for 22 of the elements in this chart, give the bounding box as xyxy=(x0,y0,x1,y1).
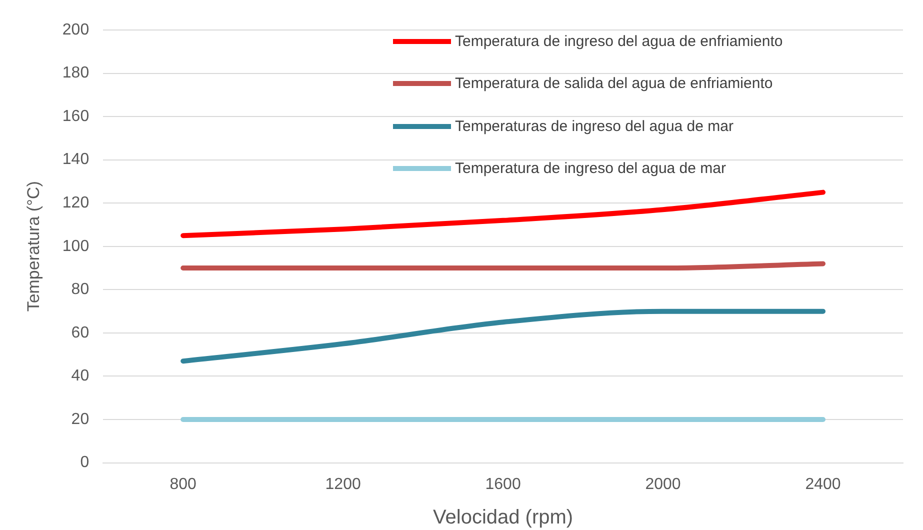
y-tick-label: 40 xyxy=(71,368,90,385)
x-tick-label: 2000 xyxy=(645,476,681,493)
y-tick-label: 60 xyxy=(71,324,90,342)
x-axis-title: Velocidad (rpm) xyxy=(433,506,574,529)
y-tick-label: 0 xyxy=(80,454,90,472)
x-tick-label: 1600 xyxy=(485,476,521,493)
y-axis-title: Temperatura (°C) xyxy=(24,181,43,312)
y-tick-label: 20 xyxy=(71,410,90,428)
x-tick-label: 800 xyxy=(170,476,197,493)
legend-label: Temperatura de ingreso del agua de enfriamiento xyxy=(455,32,783,50)
y-tick-label: 200 xyxy=(62,21,90,38)
y-tick-label: 100 xyxy=(62,238,90,255)
x-tick-label: 2400 xyxy=(805,476,841,493)
x-tick-label: 1200 xyxy=(325,476,361,493)
y-tick-label: 120 xyxy=(62,194,90,212)
y-tick-label: 140 xyxy=(62,151,90,168)
y-tick-label: 80 xyxy=(71,281,90,298)
legend-label: Temperatura de salida del agua de enfriamiento xyxy=(455,75,773,92)
legend-label: Temperatura de ingreso del agua de mar xyxy=(455,160,726,178)
y-tick-label: 160 xyxy=(62,108,90,125)
y-tick-label: 180 xyxy=(62,64,90,82)
legend-label: Temperaturas de ingreso del agua de mar xyxy=(455,118,734,135)
